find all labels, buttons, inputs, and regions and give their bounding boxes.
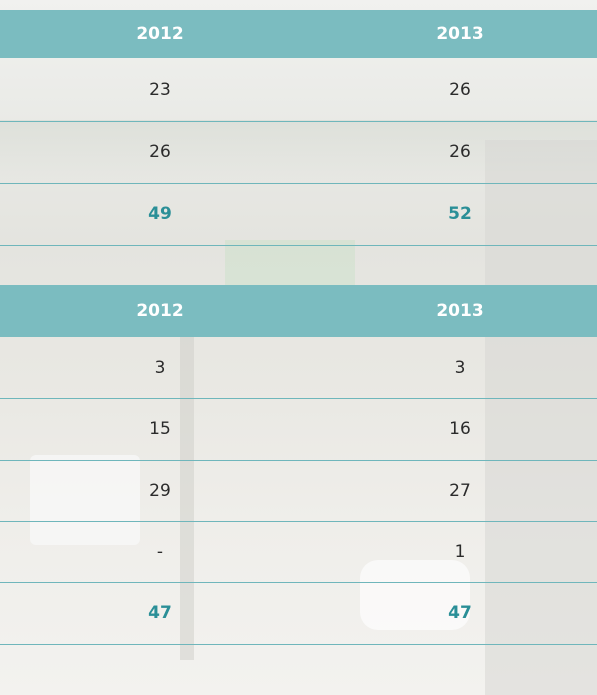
total-cell: 49 [148, 204, 172, 224]
table-cell: 26 [449, 142, 471, 162]
column-header: 2012 [136, 24, 184, 44]
row-divider [0, 398, 597, 399]
background-building [485, 140, 597, 695]
background-pole [180, 330, 194, 660]
column-header: 2013 [436, 24, 484, 44]
table-cell: 26 [149, 142, 171, 162]
background-green-panel [225, 240, 355, 285]
table-cell: 1 [454, 541, 466, 562]
background-car [360, 560, 470, 630]
table-cell: 16 [449, 419, 471, 439]
table-cell: 15 [149, 419, 171, 439]
table-cell: 26 [449, 79, 471, 100]
table-cell: - [156, 541, 164, 562]
table-cell: 27 [449, 480, 471, 501]
total-cell: 52 [448, 204, 472, 224]
table-header: 2012 2013 [0, 285, 597, 337]
table-cell: 3 [454, 357, 466, 378]
table-cell: 23 [149, 79, 171, 100]
row-divider [0, 245, 597, 246]
row-divider [0, 644, 597, 645]
total-cell: 47 [148, 603, 172, 623]
total-cell: 47 [448, 603, 472, 623]
column-header: 2013 [436, 301, 484, 321]
table-cell: 29 [149, 480, 171, 501]
row-divider [0, 521, 597, 522]
row-divider [0, 582, 597, 583]
row-divider [0, 460, 597, 461]
row-divider [0, 183, 597, 184]
column-header: 2012 [136, 301, 184, 321]
table-header: 2012 2013 [0, 10, 597, 58]
background-vehicle [30, 455, 140, 545]
table-cell: 3 [154, 357, 166, 378]
row-divider [0, 121, 597, 122]
